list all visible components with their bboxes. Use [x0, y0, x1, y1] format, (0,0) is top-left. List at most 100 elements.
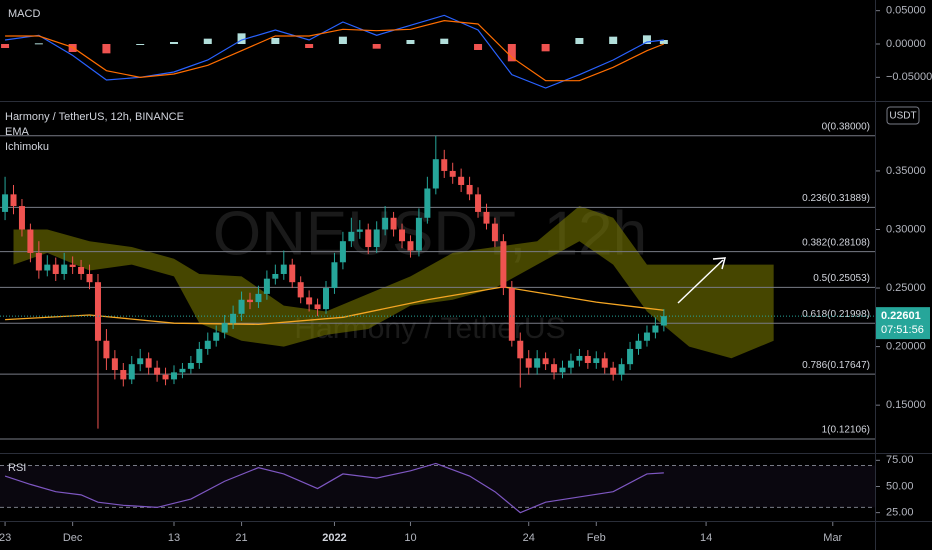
- candle-body: [610, 367, 617, 375]
- y-tick-label: 0.35000: [886, 165, 926, 177]
- candle-body: [289, 264, 296, 283]
- candle-body: [128, 364, 135, 380]
- histogram-bar: [659, 40, 668, 44]
- candle-body: [660, 316, 667, 326]
- candle-body: [52, 264, 59, 274]
- y-tick-label: 25.00: [886, 507, 914, 519]
- histogram-bar: [1, 44, 10, 48]
- candle-body: [635, 340, 642, 349]
- ichimoku-cloud: [13, 206, 774, 359]
- candle-body: [2, 194, 9, 212]
- histogram-bar: [507, 44, 516, 62]
- candle-body: [145, 358, 152, 368]
- candle-body: [356, 229, 363, 232]
- pane-title: MACD: [8, 8, 40, 20]
- histogram-bar: [338, 36, 347, 44]
- candle-body: [44, 264, 51, 271]
- candle-body: [432, 159, 439, 189]
- candle-body: [10, 194, 17, 207]
- candle-body: [643, 332, 650, 341]
- x-tick-label: Dec: [63, 532, 83, 544]
- candle-body: [35, 252, 42, 271]
- candle-body: [399, 229, 406, 242]
- candle-body: [78, 266, 85, 274]
- x-tick-label: Mar: [823, 532, 842, 544]
- arrow: [677, 259, 724, 304]
- candle-body: [508, 288, 515, 341]
- candle-body: [170, 372, 177, 380]
- histogram-bar: [136, 44, 145, 45]
- histogram-bar: [541, 44, 550, 52]
- rsi-band: [0, 465, 875, 508]
- candle-body: [551, 364, 558, 373]
- histogram-bar: [406, 40, 415, 44]
- candle-body: [221, 323, 228, 333]
- last-price-label: 0.22601: [881, 310, 921, 322]
- candle-body: [103, 340, 110, 359]
- candle-body: [593, 358, 600, 363]
- candle-body: [238, 299, 245, 314]
- x-tick-label: 24: [523, 532, 535, 544]
- y-tick-label: 0.15000: [886, 399, 926, 411]
- unit-box[interactable]: [886, 106, 920, 125]
- histogram-bar: [474, 44, 483, 50]
- candle-body: [111, 358, 118, 371]
- pane-title: RSI: [8, 462, 26, 474]
- histogram-bar: [102, 44, 111, 54]
- candle-body: [652, 325, 659, 333]
- candle-body: [534, 358, 541, 368]
- candle-body: [576, 355, 583, 361]
- histogram-bar: [34, 43, 43, 45]
- histogram-bar: [271, 38, 280, 44]
- line: [5, 286, 664, 325]
- candle-body: [424, 188, 431, 218]
- candle-body: [280, 264, 287, 274]
- candle-body: [297, 282, 304, 298]
- fib-label: 0.786(0.17647): [802, 360, 870, 371]
- histogram-bar: [575, 38, 584, 44]
- candle-body: [373, 229, 380, 248]
- candle-body: [27, 229, 34, 253]
- candle-body: [230, 313, 237, 324]
- fib-label: 0.618(0.21998): [802, 309, 870, 320]
- candle-body: [69, 264, 76, 267]
- candle-body: [331, 262, 338, 289]
- candle-body: [475, 194, 482, 212]
- x-tick-label: Feb: [587, 532, 606, 544]
- candle-body: [348, 231, 355, 242]
- y-tick-label: 0.30000: [886, 223, 926, 235]
- fib-label: 0.382(0.28108): [802, 237, 870, 248]
- candle-body: [466, 184, 473, 195]
- fib-label: 0.236(0.31889): [802, 193, 870, 204]
- y-tick-label: 0.20000: [886, 341, 926, 353]
- candle-body: [491, 223, 498, 242]
- candle-body: [263, 278, 270, 294]
- candle-body: [390, 217, 397, 230]
- candle-body: [542, 358, 549, 365]
- candle-body: [255, 293, 262, 303]
- candle-body: [94, 282, 101, 341]
- x-tick-label: 2022: [322, 532, 346, 544]
- y-tick-label: 0.05000: [886, 5, 926, 17]
- candle-body: [204, 340, 211, 349]
- candle-body: [449, 170, 456, 177]
- candle-body: [86, 273, 93, 283]
- candle-body: [323, 288, 330, 310]
- histogram-bar: [237, 33, 246, 44]
- candle-body: [618, 364, 625, 375]
- countdown: 07:51:56: [881, 324, 924, 336]
- unit-label: USDT: [889, 111, 916, 122]
- chart-title: Harmony / TetherUS, 12h, BINANCE: [5, 111, 184, 123]
- candle-body: [272, 273, 279, 279]
- fib-label: 0(0.38000): [822, 121, 870, 132]
- line: [4, 14, 664, 89]
- histogram-bar: [305, 44, 314, 48]
- candle-body: [213, 332, 220, 341]
- candle-body: [559, 367, 566, 373]
- candle-body: [584, 355, 591, 363]
- x-tick-label: 13: [168, 532, 180, 544]
- x-tick-label: 23: [0, 532, 11, 544]
- histogram-bar: [609, 36, 618, 44]
- candle-body: [314, 304, 321, 310]
